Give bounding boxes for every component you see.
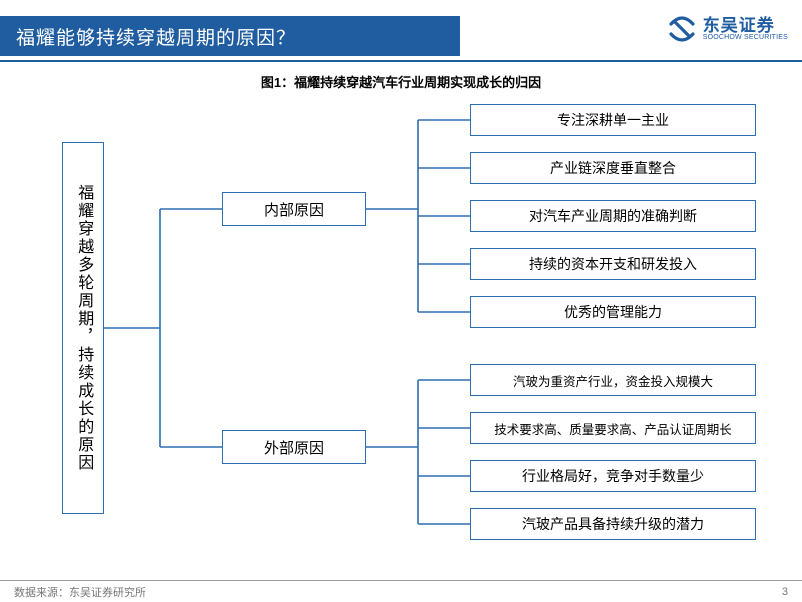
leaf-label: 对汽车产业周期的准确判断 xyxy=(529,206,697,226)
leaf-node: 汽玻产品具备持续升级的潜力 xyxy=(470,508,756,540)
brand-name-cn: 东吴证券 xyxy=(703,17,788,34)
figure-caption: 图1：福耀持续穿越汽车行业周期实现成长的归因 xyxy=(0,72,802,91)
soochow-logo-icon xyxy=(667,14,697,44)
leaf-node: 汽玻为重资产行业，资金投入规模大 xyxy=(470,364,756,396)
leaf-label: 持续的资本开支和研发投入 xyxy=(529,254,697,274)
leaf-node: 行业格局好，竞争对手数量少 xyxy=(470,460,756,492)
leaf-node: 持续的资本开支和研发投入 xyxy=(470,248,756,280)
leaf-node: 技术要求高、质量要求高、产品认证周期长 xyxy=(470,412,756,444)
mid-label-external: 外部原因 xyxy=(264,437,324,458)
page-number: 3 xyxy=(782,586,788,598)
brand-name-en: SOOCHOW SECURITIES xyxy=(703,34,788,41)
leaf-label: 汽玻产品具备持续升级的潜力 xyxy=(522,514,704,534)
leaf-node: 优秀的管理能力 xyxy=(470,296,756,328)
leaf-node: 产业链深度垂直整合 xyxy=(470,152,756,184)
root-label: 福耀穿越多轮周期，持续成长的原因 xyxy=(72,184,94,472)
root-node: 福耀穿越多轮周期，持续成长的原因 xyxy=(62,142,104,514)
leaf-label: 优秀的管理能力 xyxy=(564,302,662,322)
brand-logo-block: 东吴证券 SOOCHOW SECURITIES xyxy=(667,14,788,44)
leaf-label: 汽玻为重资产行业，资金投入规模大 xyxy=(513,371,713,390)
leaf-node: 专注深耕单一主业 xyxy=(470,104,756,136)
mid-node-internal: 内部原因 xyxy=(222,192,366,226)
mid-node-external: 外部原因 xyxy=(222,430,366,464)
causal-tree-diagram: 福耀穿越多轮周期，持续成长的原因 内部原因 外部原因 专注深耕单一主业产业链深度… xyxy=(0,90,802,576)
slide-footer: 数据来源：东吴证券研究所 3 xyxy=(0,580,802,602)
leaf-node: 对汽车产业周期的准确判断 xyxy=(470,200,756,232)
leaf-label: 行业格局好，竞争对手数量少 xyxy=(522,466,704,486)
slide-title: 福耀能够持续穿越周期的原因？ xyxy=(16,23,296,50)
leaf-label: 技术要求高、质量要求高、产品认证周期长 xyxy=(494,419,732,438)
leaf-label: 产业链深度垂直整合 xyxy=(550,158,676,178)
slide-header: 福耀能够持续穿越周期的原因？ 东吴证券 SOOCHOW SECURITIES xyxy=(0,0,802,64)
title-bar: 福耀能够持续穿越周期的原因？ xyxy=(0,16,460,56)
header-divider xyxy=(0,60,802,62)
leaf-label: 专注深耕单一主业 xyxy=(557,110,669,130)
data-source: 数据来源：东吴证券研究所 xyxy=(14,584,146,600)
mid-label-internal: 内部原因 xyxy=(264,199,324,220)
